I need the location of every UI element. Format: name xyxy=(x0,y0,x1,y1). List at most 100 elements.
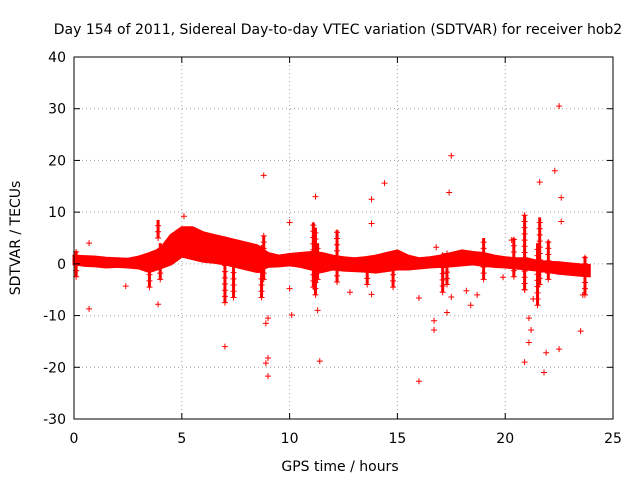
spike-point xyxy=(230,282,237,289)
x-tick-label: 25 xyxy=(604,431,622,447)
outlier-point xyxy=(122,283,129,290)
spike-point xyxy=(536,244,543,251)
spike-point xyxy=(314,251,321,258)
spike-point xyxy=(536,238,543,245)
spike-point xyxy=(534,289,541,296)
spike-point xyxy=(334,235,341,242)
spike-point xyxy=(230,257,237,264)
outlier-point xyxy=(448,293,455,300)
spike-point xyxy=(510,242,517,249)
spike-point xyxy=(334,260,341,267)
spike-point xyxy=(157,245,164,252)
spike-point xyxy=(221,268,228,275)
spike-point xyxy=(260,245,267,252)
outlier-point xyxy=(528,327,535,334)
spike-point xyxy=(480,263,487,270)
spike-point xyxy=(157,270,164,277)
outlier-point xyxy=(446,189,453,196)
outlier-point xyxy=(556,346,563,353)
spike-point xyxy=(581,267,588,274)
y-tick-label: 10 xyxy=(48,205,66,221)
spike-point xyxy=(221,249,228,256)
outlier-point xyxy=(443,309,450,316)
spike-point xyxy=(314,276,321,283)
spike-point xyxy=(146,259,153,266)
outlier-point xyxy=(312,193,319,200)
spike-point xyxy=(155,235,162,241)
spike-point xyxy=(230,275,237,282)
outlier-point xyxy=(265,373,272,380)
y-tick-label: 30 xyxy=(48,102,66,118)
grid-lines xyxy=(74,57,613,419)
spike-point xyxy=(314,245,321,252)
spike-point xyxy=(221,262,228,269)
spike-point xyxy=(536,219,543,226)
outlier-point xyxy=(558,218,565,225)
spike-point xyxy=(314,257,321,264)
outlier-point xyxy=(286,219,293,226)
x-tick-label: 20 xyxy=(496,431,514,447)
spike-point xyxy=(221,274,228,281)
spike-point xyxy=(510,255,517,262)
outlier-point xyxy=(316,358,323,365)
outlier-point xyxy=(551,167,558,174)
spike-point xyxy=(390,284,397,291)
outlier-point xyxy=(260,172,267,179)
spike-point xyxy=(510,267,517,274)
outlier-point xyxy=(262,320,269,327)
spike-point xyxy=(545,257,552,264)
spike-point xyxy=(439,270,446,277)
y-axis-label: SDTVAR / TECUs xyxy=(8,181,24,296)
spike-point xyxy=(536,275,543,282)
y-tick-label: 40 xyxy=(48,50,66,66)
outlier-point xyxy=(265,354,272,361)
spike-point xyxy=(536,231,543,238)
spike-point xyxy=(536,281,543,288)
outlier-point xyxy=(463,287,470,294)
spike-point xyxy=(310,222,317,229)
spike-point xyxy=(521,243,528,250)
spike-point xyxy=(364,256,371,263)
spike-point xyxy=(521,224,528,231)
spike-point xyxy=(146,253,153,260)
y-tick-label: -20 xyxy=(43,360,66,376)
spike-point xyxy=(334,254,341,261)
spike-point xyxy=(581,273,588,280)
spike-point xyxy=(443,275,450,282)
spike-point xyxy=(146,271,153,278)
spike-point xyxy=(439,289,446,296)
outlier-point xyxy=(415,294,422,301)
outlier-point xyxy=(577,328,584,335)
spike-point xyxy=(581,260,588,267)
spike-point xyxy=(439,252,446,259)
outlier-point xyxy=(448,152,455,159)
spike-point xyxy=(260,263,267,270)
spike-point xyxy=(221,243,228,250)
dense-data-band xyxy=(72,226,591,278)
spike-point xyxy=(334,278,341,285)
spike-point xyxy=(157,276,164,283)
spike-point xyxy=(521,218,528,225)
data-points xyxy=(72,103,591,385)
y-tick-label: -10 xyxy=(43,309,66,325)
spike-point xyxy=(334,229,341,236)
y-tick-label: 20 xyxy=(48,153,66,169)
spike-point xyxy=(364,281,371,288)
spike-point xyxy=(443,256,450,263)
spike-point xyxy=(536,262,543,269)
spike-point xyxy=(390,271,397,278)
spike-point xyxy=(230,288,237,295)
outlier-point xyxy=(508,237,515,244)
x-tick-label: 15 xyxy=(388,431,406,447)
spike-point xyxy=(521,230,528,237)
spike-point xyxy=(510,248,517,255)
spike-point xyxy=(545,263,552,270)
spike-point xyxy=(364,262,371,269)
outlier-point xyxy=(286,285,293,292)
spike-point xyxy=(260,232,267,239)
x-tick-label: 10 xyxy=(281,431,299,447)
spike-point xyxy=(230,251,237,258)
spike-point xyxy=(221,299,228,306)
spike-point xyxy=(480,257,487,264)
spike-point xyxy=(536,250,543,257)
